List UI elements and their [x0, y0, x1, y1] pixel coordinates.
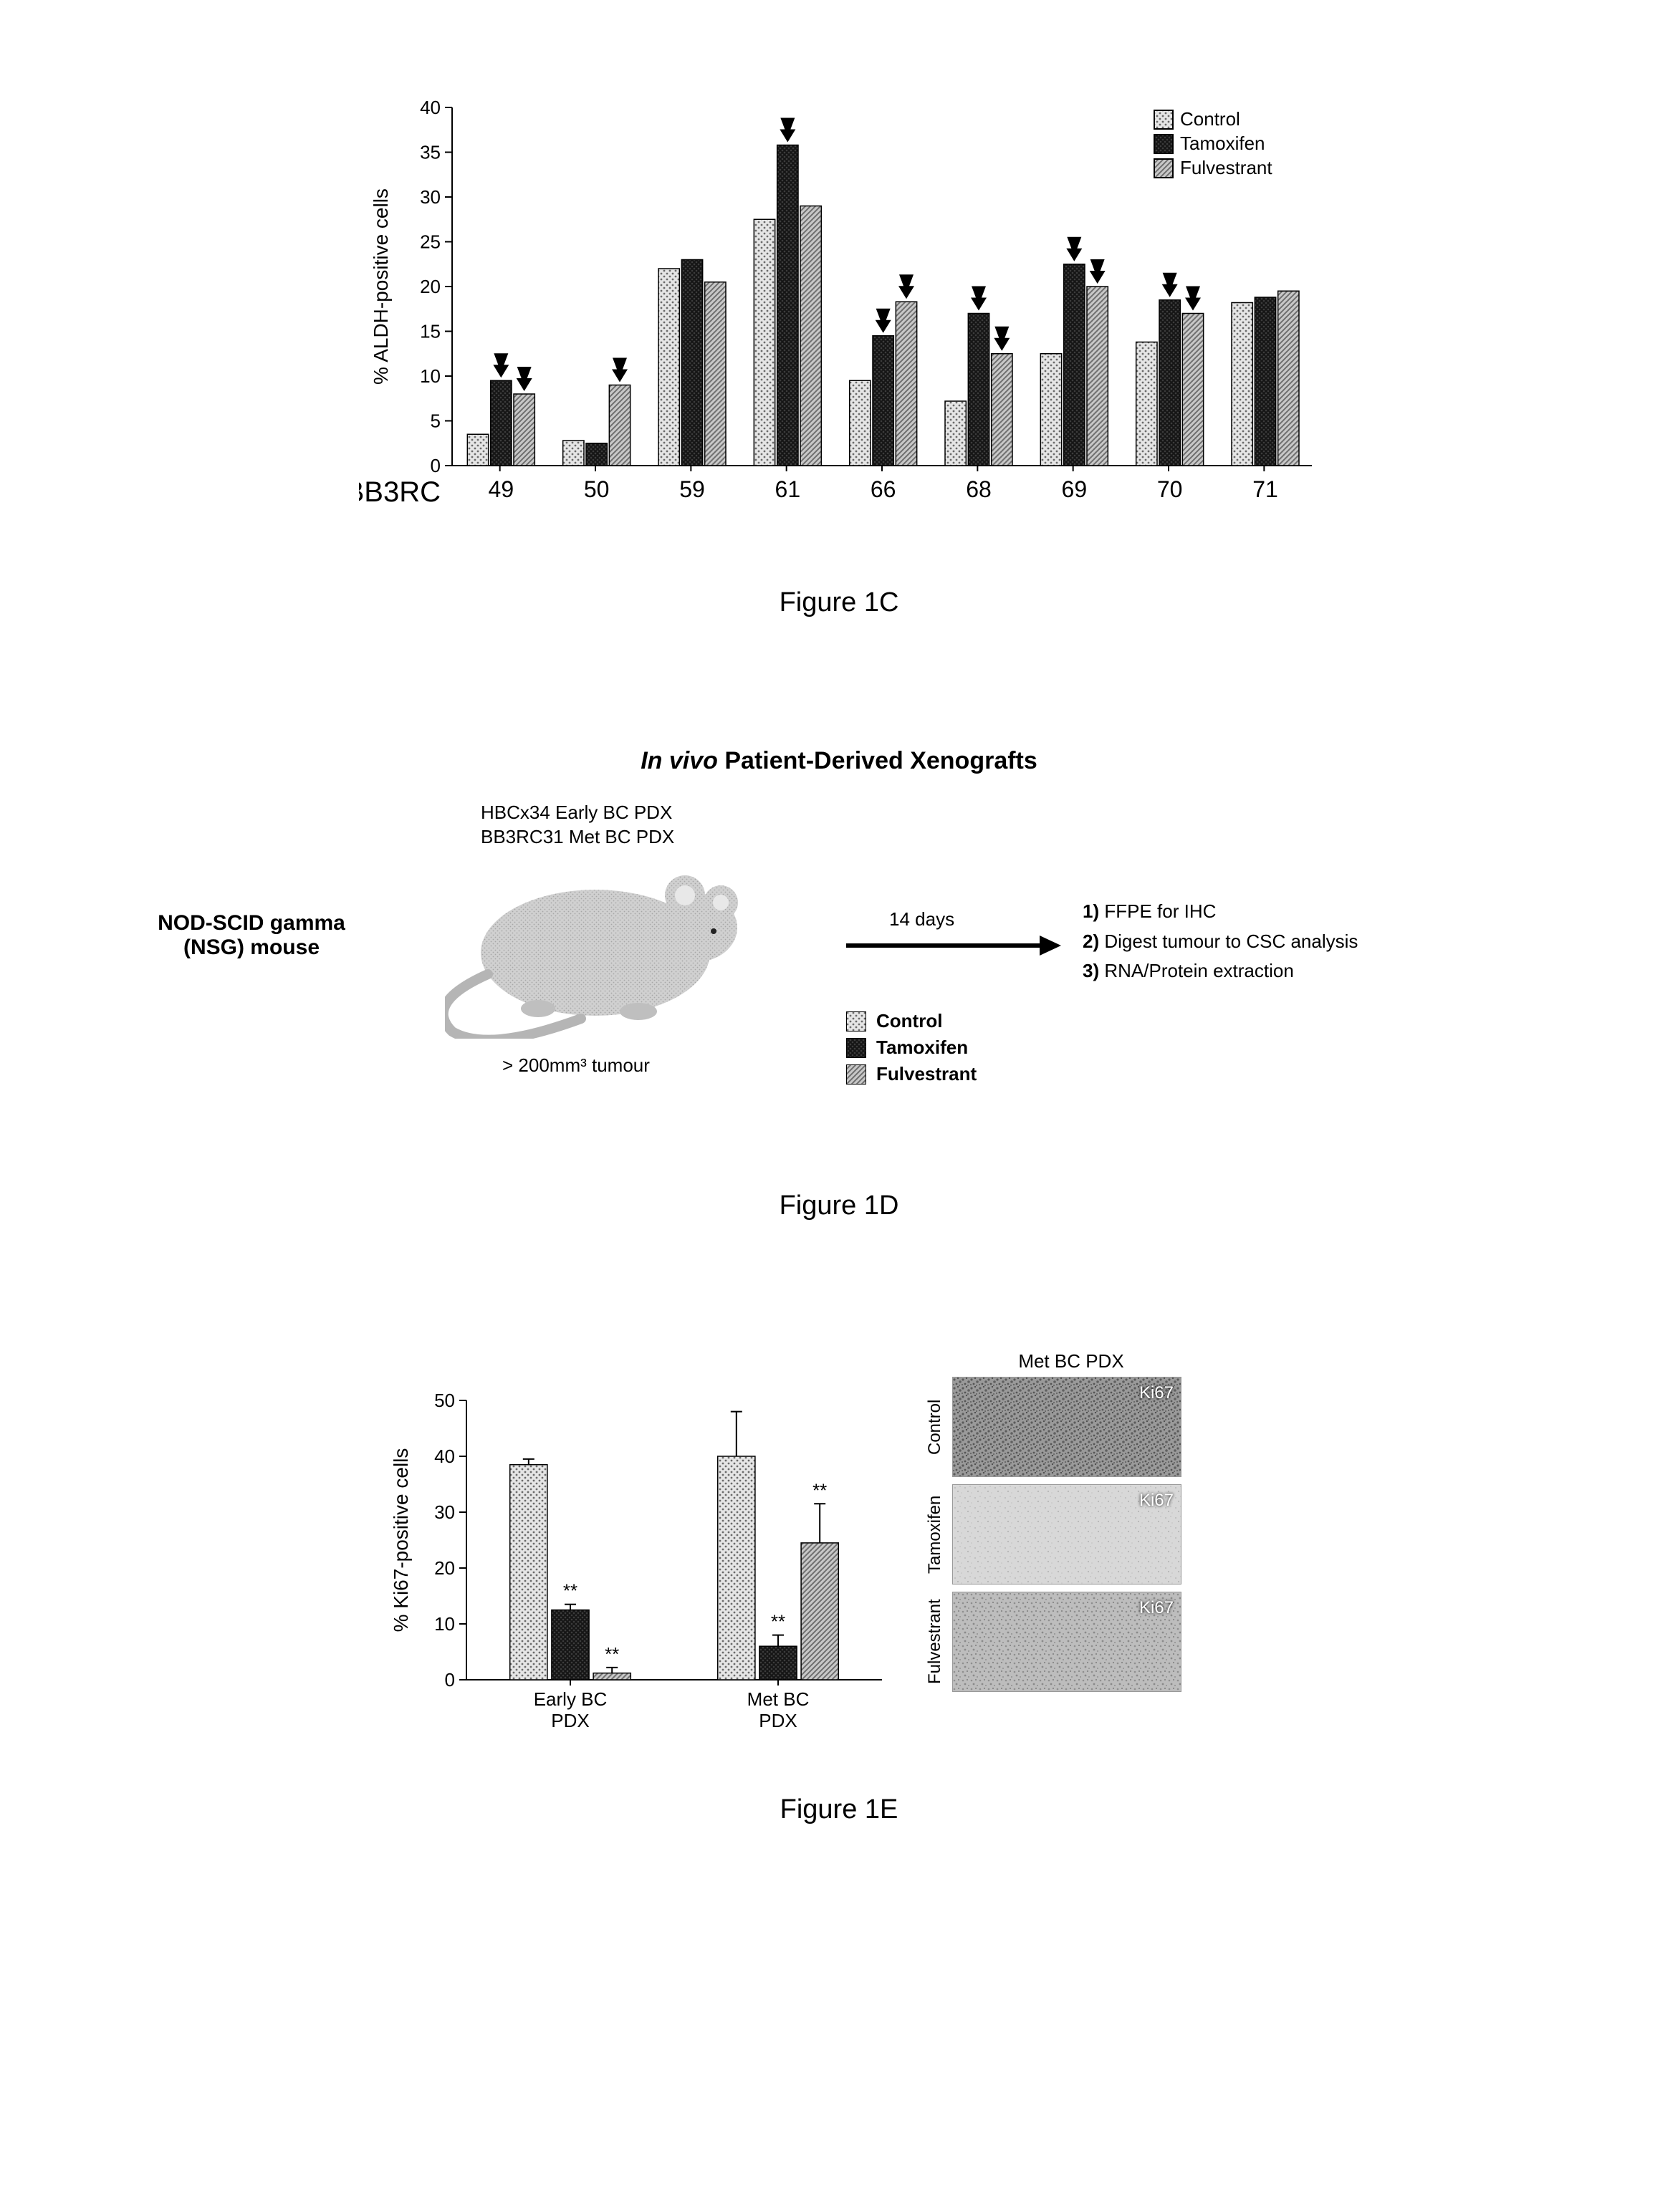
legend-tamoxifen: Tamoxifen [876, 1037, 968, 1059]
fig1e-chart: 0 10 20 30 40 50 % Ki67-positive cells Early BC… [380, 1379, 896, 1751]
svg-text:40: 40 [434, 1446, 455, 1467]
svg-text:% ALDH-positive cells: % ALDH-positive cells [370, 188, 392, 385]
svg-text:20: 20 [420, 276, 441, 297]
svg-text:0: 0 [431, 455, 441, 476]
ihc-title: Met BC PDX [957, 1350, 1186, 1372]
svg-text:% Ki67-positive cells: % Ki67-positive cells [390, 1448, 412, 1632]
svg-text:20: 20 [434, 1557, 455, 1579]
svg-text:10: 10 [434, 1613, 455, 1635]
svg-text:**: ** [605, 1643, 619, 1665]
outcomes-list: 1) FFPE for IHC 2) Digest tumour to CSC … [1083, 897, 1358, 986]
pdx-labels: HBCx34 Early BC PDX BB3RC31 Met BC PDX [481, 801, 674, 850]
ihc-image-control: Ki67 [952, 1377, 1181, 1477]
ihc-label-control: Control [925, 1377, 945, 1477]
svg-text:50: 50 [434, 1390, 455, 1411]
svg-text:30: 30 [420, 186, 441, 208]
ihc-image-tamoxifen: Ki67 [952, 1484, 1181, 1585]
figure-1e: 0 10 20 30 40 50 % Ki67-positive cells Early BC… [143, 1350, 1535, 1825]
svg-text:Early BC: Early BC [534, 1688, 608, 1710]
svg-text:49: 49 [489, 476, 514, 502]
svg-text:25: 25 [420, 231, 441, 253]
legend-fulvestrant: Fulvestrant [876, 1063, 977, 1085]
svg-text:70: 70 [1157, 476, 1183, 502]
svg-text:**: ** [563, 1580, 577, 1602]
svg-text:PDX: PDX [551, 1710, 589, 1731]
fig1d-caption: Figure 1D [143, 1191, 1535, 1221]
timeline-arrow-icon [846, 931, 1061, 960]
mouse-strain-label: NOD-SCID gamma (NSG) mouse [130, 911, 373, 960]
svg-text:30: 30 [434, 1501, 455, 1523]
figure-1d: In vivo Patient-Derived Xenografts NOD-S… [143, 747, 1535, 1221]
ihc-panel: Met BC PDX Control Ki67 Tamoxifen Ki67 F… [925, 1350, 1186, 1699]
svg-text:66: 66 [871, 476, 896, 502]
ihc-label-tamoxifen: Tamoxifen [925, 1484, 945, 1585]
svg-text:10: 10 [420, 365, 441, 387]
svg-text:68: 68 [966, 476, 992, 502]
svg-text:69: 69 [1062, 476, 1088, 502]
svg-text:5: 5 [431, 410, 441, 432]
treatment-legend: Control Tamoxifen Fulvestrant [846, 1010, 977, 1090]
legend-control: Control [876, 1010, 942, 1032]
svg-text:61: 61 [775, 476, 801, 502]
fig1d-title: In vivo Patient-Derived Xenografts [266, 747, 1412, 775]
ihc-label-fulvestrant: Fulvestrant [925, 1592, 945, 1692]
svg-text:50: 50 [584, 476, 610, 502]
svg-text:35: 35 [420, 142, 441, 163]
svg-text:BB3RC: BB3RC [359, 476, 441, 508]
svg-text:**: ** [812, 1479, 827, 1501]
svg-text:**: ** [771, 1611, 785, 1632]
svg-text:15: 15 [420, 321, 441, 342]
svg-text:Fulvestrant: Fulvestrant [1180, 157, 1272, 178]
svg-text:Control: Control [1180, 108, 1240, 130]
fig1c-caption: Figure 1C [143, 587, 1535, 618]
svg-text:40: 40 [420, 97, 441, 118]
fig1e-caption: Figure 1E [143, 1794, 1535, 1825]
fig1c-chart: 0 5 10 15 20 25 30 35 40 % ALDH-positive cells 49 5… [143, 86, 1535, 544]
timeline-label: 14 days [889, 908, 954, 931]
svg-text:0: 0 [445, 1669, 455, 1691]
svg-text:Met BC: Met BC [747, 1688, 810, 1710]
svg-text:Tamoxifen: Tamoxifen [1180, 133, 1265, 154]
figure-1c: 0 5 10 15 20 25 30 35 40 % ALDH-positive cells 49 5… [143, 86, 1535, 618]
svg-text:59: 59 [679, 476, 705, 502]
svg-text:71: 71 [1252, 476, 1278, 502]
ihc-image-fulvestrant: Ki67 [952, 1592, 1181, 1692]
svg-text:PDX: PDX [759, 1710, 797, 1731]
mouse-icon [445, 852, 789, 1039]
tumour-size-note: > 200mm³ tumour [502, 1054, 650, 1077]
